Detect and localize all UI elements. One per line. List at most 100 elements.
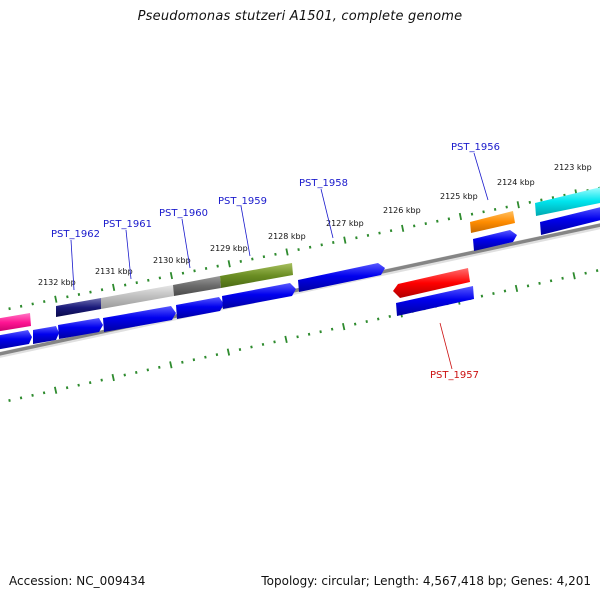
scale-tick-minor [595, 269, 599, 273]
feature-orange[interactable] [470, 211, 515, 233]
kbp-label-2130: 2130 kbp [153, 256, 191, 265]
scale-tick-major [54, 295, 58, 303]
genome-summary-text: Topology: circular; Length: 4,567,418 bp… [261, 574, 591, 588]
scale-tick-minor [307, 332, 311, 336]
scale-tick-major [514, 284, 519, 293]
leader-pst-1959 [240, 205, 251, 257]
kbp-label-2129: 2129 kbp [210, 244, 248, 253]
scale-tick-minor [8, 307, 11, 311]
scale-tick-minor [31, 393, 34, 397]
scale-tick-minor [353, 322, 357, 326]
feature-red-reverse[interactable] [393, 268, 470, 298]
scale-tick-minor [493, 207, 497, 211]
scale-tick-minor [551, 196, 555, 200]
cds-reverse[interactable] [396, 286, 474, 316]
scale-tick-major [169, 361, 173, 369]
kbp-label-2127: 2127 kbp [326, 219, 364, 228]
scale-tick-minor [181, 271, 185, 275]
scale-tick-minor [561, 276, 564, 280]
scale-tick-major [284, 335, 288, 343]
leader-pst-1956 [473, 152, 489, 201]
kbp-label-2125: 2125 kbp [440, 192, 478, 201]
kbp-label-2131: 2131 kbp [95, 267, 133, 276]
scale-tick-minor [447, 217, 451, 221]
scale-tick-minor [146, 368, 150, 372]
scale-tick-minor [193, 269, 196, 273]
scale-tick-minor [135, 370, 138, 374]
feature-blocks-forward [0, 186, 600, 332]
feature-olive[interactable] [220, 263, 293, 288]
scale-tick-minor [77, 292, 81, 296]
scale-tick-minor [412, 224, 416, 228]
scale-tick-minor [389, 229, 393, 233]
scale-tick-minor [549, 279, 553, 283]
scale-tick-minor [505, 205, 508, 209]
scale-tick-minor [251, 257, 254, 261]
scale-tick-minor [66, 295, 69, 299]
scale-tick-major [343, 236, 347, 244]
gene-label-pst-1957[interactable]: PST_1957 [430, 370, 479, 381]
cds-arrow[interactable] [473, 230, 517, 251]
scale-tick-minor [297, 248, 300, 252]
scale-tick-minor [355, 236, 358, 240]
gene-label-pst-1960[interactable]: PST_1960 [159, 208, 208, 219]
reverse-scale-ticks [8, 269, 599, 402]
feature-cyan[interactable] [535, 186, 600, 216]
cds-arrow[interactable] [176, 297, 224, 319]
feature-lightgray[interactable] [101, 285, 174, 309]
scale-tick-minor [480, 294, 484, 298]
leader-pst-1958 [320, 188, 334, 239]
scale-tick-minor [330, 327, 334, 331]
scale-tick-minor [158, 276, 162, 280]
cds-arrow[interactable] [222, 283, 296, 309]
scale-tick-minor [88, 381, 92, 385]
scale-tick-minor [239, 259, 243, 263]
scale-tick-minor [540, 198, 543, 202]
cds-arrow[interactable] [33, 326, 59, 344]
cds-arrow[interactable] [298, 263, 385, 292]
scale-tick-minor [319, 330, 322, 334]
leader-pst-1962 [70, 239, 75, 291]
gene-label-pst-1956[interactable]: PST_1956 [451, 142, 500, 153]
cds-arrows [0, 206, 600, 350]
scale-tick-minor [296, 335, 299, 339]
leader-pst-1957 [439, 322, 453, 370]
kbp-labels: 2132 kbp 2131 kbp 2130 kbp 2129 kbp 2128… [38, 163, 592, 287]
scale-tick-minor [147, 278, 150, 282]
scale-tick-minor [204, 355, 207, 359]
scale-tick-minor [366, 233, 370, 237]
gene-label-pst-1961[interactable]: PST_1961 [103, 219, 152, 230]
feature-pink[interactable] [0, 313, 31, 332]
scale-tick-minor [100, 288, 104, 292]
cds-arrow[interactable] [58, 318, 103, 339]
scale-tick-major [572, 272, 576, 280]
scale-tick-minor [123, 373, 127, 377]
leader-pst-1960 [181, 218, 191, 269]
cds-arrow[interactable] [103, 306, 176, 332]
scale-tick-minor [388, 314, 392, 318]
gene-label-pst-1958[interactable]: PST_1958 [299, 178, 348, 189]
kbp-label-2124: 2124 kbp [497, 178, 535, 187]
gene-label-pst-1962[interactable]: PST_1962 [51, 229, 100, 240]
scale-tick-minor [65, 386, 69, 390]
feature-navy[interactable] [56, 298, 101, 317]
scale-tick-minor [482, 210, 485, 214]
scale-tick-minor [8, 398, 11, 402]
scale-tick-minor [332, 241, 335, 244]
scale-tick-major [112, 283, 116, 291]
scale-tick-minor [238, 348, 242, 352]
scale-tick-minor [89, 290, 92, 294]
gene-label-pst-1959[interactable]: PST_1959 [218, 196, 267, 207]
scale-tick-minor [19, 396, 23, 400]
kbp-label-2126: 2126 kbp [383, 206, 421, 215]
feature-darkgray[interactable] [173, 276, 221, 296]
scale-tick-minor [365, 320, 368, 324]
scale-tick-major [401, 224, 405, 232]
scale-tick-minor [528, 200, 532, 204]
cds-arrow[interactable] [0, 330, 32, 350]
scale-tick-minor [376, 317, 380, 321]
scale-tick-minor [492, 292, 495, 296]
cds-arrow[interactable] [540, 206, 600, 235]
scale-tick-minor [135, 281, 138, 285]
